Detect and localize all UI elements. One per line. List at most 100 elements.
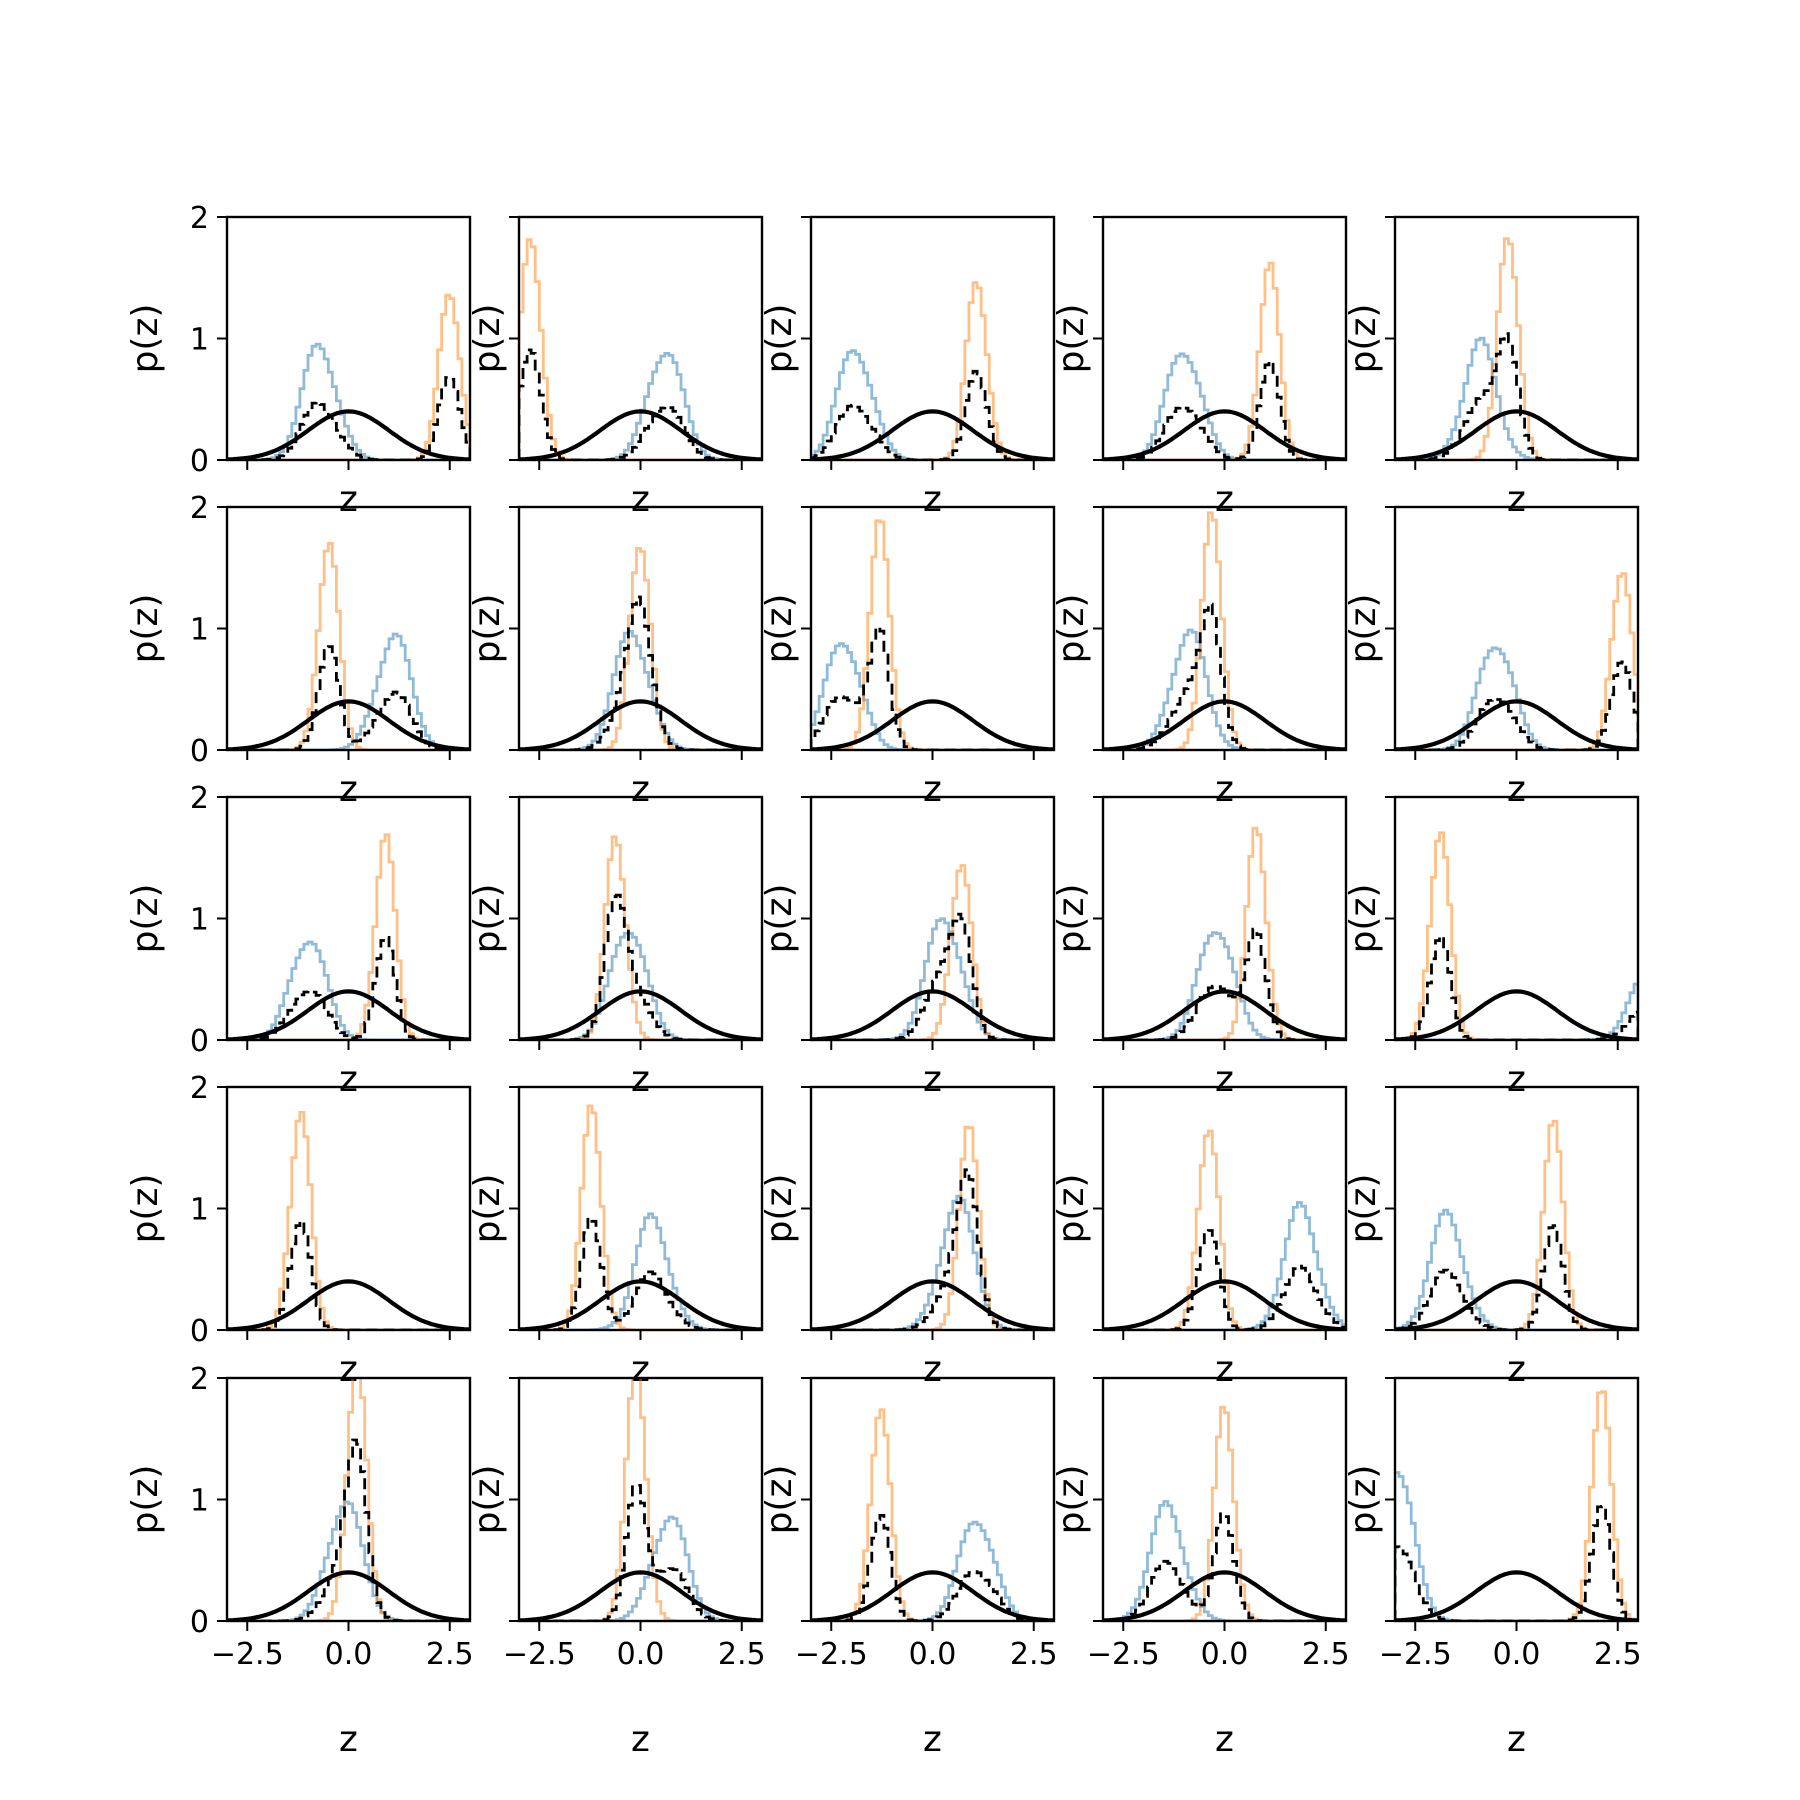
mixture-histogram bbox=[1395, 660, 1638, 750]
y-axis-label: p(z) bbox=[1051, 594, 1092, 664]
component-b-histogram bbox=[811, 1125, 1054, 1330]
x-tick-label: −2.5 bbox=[211, 1637, 284, 1672]
prior-curve bbox=[811, 1279, 1054, 1330]
y-axis-label: p(z) bbox=[1051, 884, 1092, 954]
y-axis-label: p(z) bbox=[759, 594, 800, 664]
component-b-histogram bbox=[519, 1104, 762, 1330]
y-axis-label: p(z) bbox=[125, 1174, 166, 1244]
x-axis-label: z bbox=[923, 1719, 942, 1760]
y-axis-label: p(z) bbox=[467, 1174, 508, 1244]
x-tick-label: 0.0 bbox=[617, 1637, 665, 1672]
panel-frame bbox=[1101, 215, 1348, 462]
mixture-histogram bbox=[1395, 1224, 1638, 1330]
y-tick-label: 2 bbox=[190, 491, 209, 526]
component-a-histogram bbox=[1103, 1500, 1346, 1621]
component-b-histogram bbox=[227, 1378, 470, 1621]
mixture-histogram bbox=[519, 893, 762, 1040]
component-b-histogram bbox=[811, 519, 1054, 750]
y-tick-label: 0 bbox=[190, 1605, 209, 1640]
panel-frame bbox=[1393, 215, 1640, 462]
y-tick-label: 1 bbox=[190, 1193, 209, 1228]
component-b-histogram bbox=[227, 1111, 470, 1330]
panel: z p(z) bbox=[1051, 795, 1348, 1100]
prior-curve bbox=[227, 1570, 470, 1621]
x-axis-label: z bbox=[339, 1349, 358, 1390]
mixture-histogram bbox=[227, 376, 470, 460]
component-b-histogram bbox=[519, 835, 762, 1040]
component-b-histogram bbox=[227, 542, 470, 750]
mixture-histogram bbox=[1395, 1505, 1638, 1621]
component-a-histogram bbox=[227, 342, 470, 460]
y-axis-label: p(z) bbox=[467, 304, 508, 374]
panel-frame bbox=[809, 1376, 1056, 1623]
x-axis-label: z bbox=[339, 769, 358, 810]
component-b-histogram bbox=[227, 833, 470, 1040]
y-tick-label: 2 bbox=[190, 781, 209, 816]
y-axis-label: p(z) bbox=[125, 594, 166, 664]
prior-curve bbox=[1395, 1570, 1638, 1621]
mixture-histogram bbox=[1103, 1512, 1346, 1621]
component-b-histogram bbox=[519, 547, 762, 750]
component-a-histogram bbox=[1395, 336, 1638, 460]
y-axis-label: p(z) bbox=[759, 1174, 800, 1244]
mixture-histogram bbox=[1103, 602, 1346, 750]
component-b-histogram bbox=[1103, 511, 1346, 750]
x-axis-label: z bbox=[1507, 1349, 1526, 1390]
mixture-histogram bbox=[227, 645, 470, 750]
x-axis-label: z bbox=[923, 1349, 942, 1390]
panel-frame bbox=[1101, 1376, 1348, 1623]
panel: z p(z) bbox=[467, 795, 764, 1100]
panel: −2.5 0.0 2.5 z p(z) bbox=[467, 1376, 766, 1760]
panel: z p(z) bbox=[759, 505, 1056, 810]
component-a-histogram bbox=[811, 917, 1054, 1040]
x-axis-label: z bbox=[339, 479, 358, 520]
component-b-histogram bbox=[519, 238, 762, 460]
panel: 0 1 2 z p(z) bbox=[125, 781, 472, 1100]
panel: z p(z) bbox=[1051, 215, 1348, 520]
component-a-histogram bbox=[519, 1515, 762, 1621]
component-a-histogram bbox=[1103, 931, 1346, 1040]
prior-curve bbox=[811, 409, 1054, 460]
x-axis-label: z bbox=[1215, 769, 1234, 810]
prior-curve bbox=[1395, 989, 1638, 1040]
component-b-histogram bbox=[811, 864, 1054, 1040]
mixture-histogram bbox=[227, 936, 470, 1040]
panel-frame bbox=[1393, 1376, 1640, 1623]
component-a-histogram bbox=[1395, 1208, 1638, 1330]
x-axis-label: z bbox=[923, 479, 942, 520]
panel: z p(z) bbox=[1051, 1085, 1348, 1390]
component-a-histogram bbox=[227, 1500, 470, 1621]
panel-frame bbox=[517, 1085, 764, 1332]
x-tick-label: −2.5 bbox=[503, 1637, 576, 1672]
x-tick-label: −2.5 bbox=[795, 1637, 868, 1672]
panel: z p(z) bbox=[1343, 505, 1640, 810]
prior-curve bbox=[227, 699, 470, 750]
y-tick-label: 1 bbox=[190, 1484, 209, 1519]
panel-frame bbox=[809, 215, 1056, 462]
panel: −2.5 0.0 2.5 z p(z) bbox=[1051, 1376, 1350, 1760]
mixture-histogram bbox=[1103, 1229, 1346, 1330]
panel-frame bbox=[809, 795, 1056, 1042]
prior-curve bbox=[811, 989, 1054, 1040]
panel-frame bbox=[809, 505, 1056, 752]
panel: z p(z) bbox=[467, 215, 764, 520]
panel-frame bbox=[517, 505, 764, 752]
prior-curve bbox=[519, 699, 762, 750]
x-tick-label: 2.5 bbox=[1594, 1637, 1642, 1672]
x-axis-label: z bbox=[1507, 1719, 1526, 1760]
prior-curve bbox=[519, 1570, 762, 1621]
prior-curve bbox=[1103, 1279, 1346, 1330]
component-b-histogram bbox=[1103, 1405, 1346, 1621]
panel-frame bbox=[225, 1085, 472, 1332]
y-tick-label: 1 bbox=[190, 323, 209, 358]
x-tick-label: −2.5 bbox=[1379, 1637, 1452, 1672]
x-tick-label: 2.5 bbox=[1302, 1637, 1350, 1672]
x-tick-label: 0.0 bbox=[909, 1637, 957, 1672]
panel: z p(z) bbox=[759, 215, 1056, 520]
panel: z p(z) bbox=[759, 1085, 1056, 1390]
y-axis-label: p(z) bbox=[467, 884, 508, 954]
x-axis-label: z bbox=[1507, 769, 1526, 810]
mixture-histogram bbox=[1395, 935, 1638, 1040]
component-a-histogram bbox=[1395, 1471, 1638, 1621]
